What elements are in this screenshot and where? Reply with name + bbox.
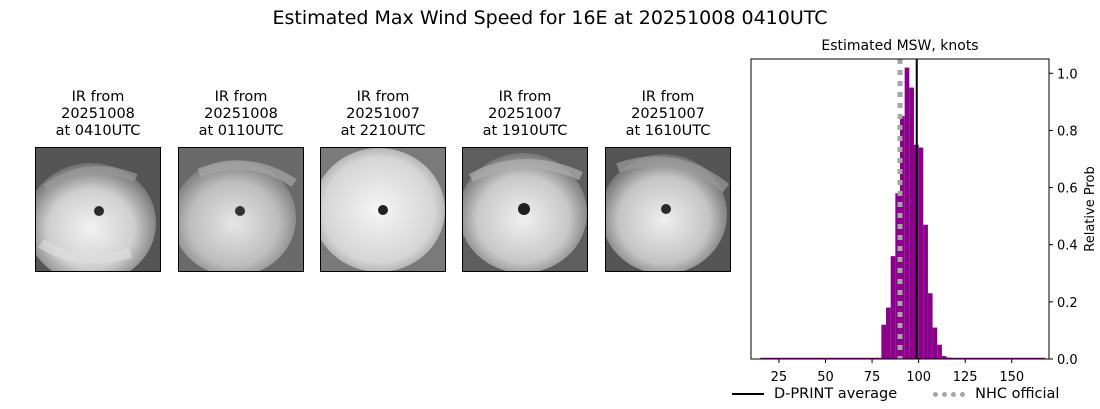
ir-caption-line: IR from: [356, 89, 410, 105]
ir-caption-line: IR from: [641, 89, 695, 105]
ir-satellite-image: [605, 147, 731, 272]
legend-label-dprint: D-PRINT average: [774, 386, 898, 402]
y-tick-label: 1.0: [1057, 67, 1078, 82]
histogram-bar: [946, 357, 952, 359]
ir-caption-line: IR from: [214, 89, 268, 105]
x-tick-label: 100: [906, 370, 931, 385]
figure-title: Estimated Max Wind Speed for 16E at 2025…: [272, 7, 828, 29]
ir-caption-line: IR from: [498, 89, 552, 105]
ir-satellite-image: [320, 147, 446, 272]
ir-caption-time: at 2210UTC: [340, 123, 426, 139]
ir-satellite-image: [462, 147, 588, 272]
legend-item-dprint: D-PRINT average: [726, 386, 897, 402]
ir-caption-time: at 1910UTC: [482, 123, 568, 139]
plot-frame: [750, 58, 1050, 360]
histogram-bar: [895, 193, 900, 359]
ir-satellite-image: [178, 147, 304, 272]
histogram-bar: [923, 224, 928, 359]
histogram-bar: [932, 327, 938, 359]
y-tick-label: 0.8: [1057, 124, 1078, 139]
ir-caption: IR from 20251008 at 0110UTC: [158, 89, 324, 140]
histogram-bar: [941, 356, 947, 359]
ir-caption-time: at 1610UTC: [625, 123, 711, 139]
histogram-bar: [937, 344, 942, 359]
x-tick-label: 25: [771, 370, 788, 385]
ir-caption-date: 20251008: [204, 106, 278, 122]
ir-caption-date: 20251008: [61, 106, 135, 122]
ir-caption: IR from 20251007 at 1610UTC: [585, 89, 751, 140]
y-axis-label: Relative Prob: [1083, 166, 1098, 251]
y-tick-label: 0.2: [1057, 296, 1078, 311]
ir-caption-time: at 0410UTC: [55, 123, 141, 139]
x-tick-label: 50: [817, 370, 834, 385]
ir-caption-line: IR from: [71, 89, 125, 105]
chart-title: Estimated MSW, knots: [821, 38, 978, 54]
ir-caption: IR from 20251007 at 2210UTC: [300, 89, 466, 140]
histogram-bar: [881, 324, 887, 359]
x-tick-label: 150: [999, 370, 1024, 385]
y-tick-label: 0.0: [1057, 353, 1078, 368]
y-tick-label: 0.4: [1057, 239, 1078, 254]
y-tick-label: 0.6: [1057, 182, 1078, 197]
histogram-bar: [918, 147, 924, 359]
ir-caption: IR from 20251008 at 0410UTC: [15, 89, 181, 140]
histogram-bar: [886, 307, 891, 359]
ir-caption-date: 20251007: [631, 106, 705, 122]
legend-label-nhc: NHC official: [975, 386, 1060, 402]
legend-solid-line-icon: [732, 393, 764, 395]
x-tick-label: 125: [953, 370, 978, 385]
legend-item-nhc: NHC official: [927, 386, 1059, 402]
histogram-bar: [890, 256, 896, 359]
histogram-bar: [909, 87, 914, 360]
histogram-bar: [927, 293, 933, 359]
ir-caption-date: 20251007: [488, 106, 562, 122]
chart-legend: D-PRINT average NHC official: [726, 386, 1089, 402]
ir-caption: IR from 20251007 at 1910UTC: [442, 89, 608, 140]
x-tick-label: 75: [864, 370, 881, 385]
histogram-bar: [904, 67, 910, 360]
ir-satellite-image: [35, 147, 161, 272]
ir-caption-time: at 0110UTC: [198, 123, 284, 139]
ir-caption-date: 20251007: [346, 106, 420, 122]
legend-dotted-line-icon: [933, 391, 966, 397]
